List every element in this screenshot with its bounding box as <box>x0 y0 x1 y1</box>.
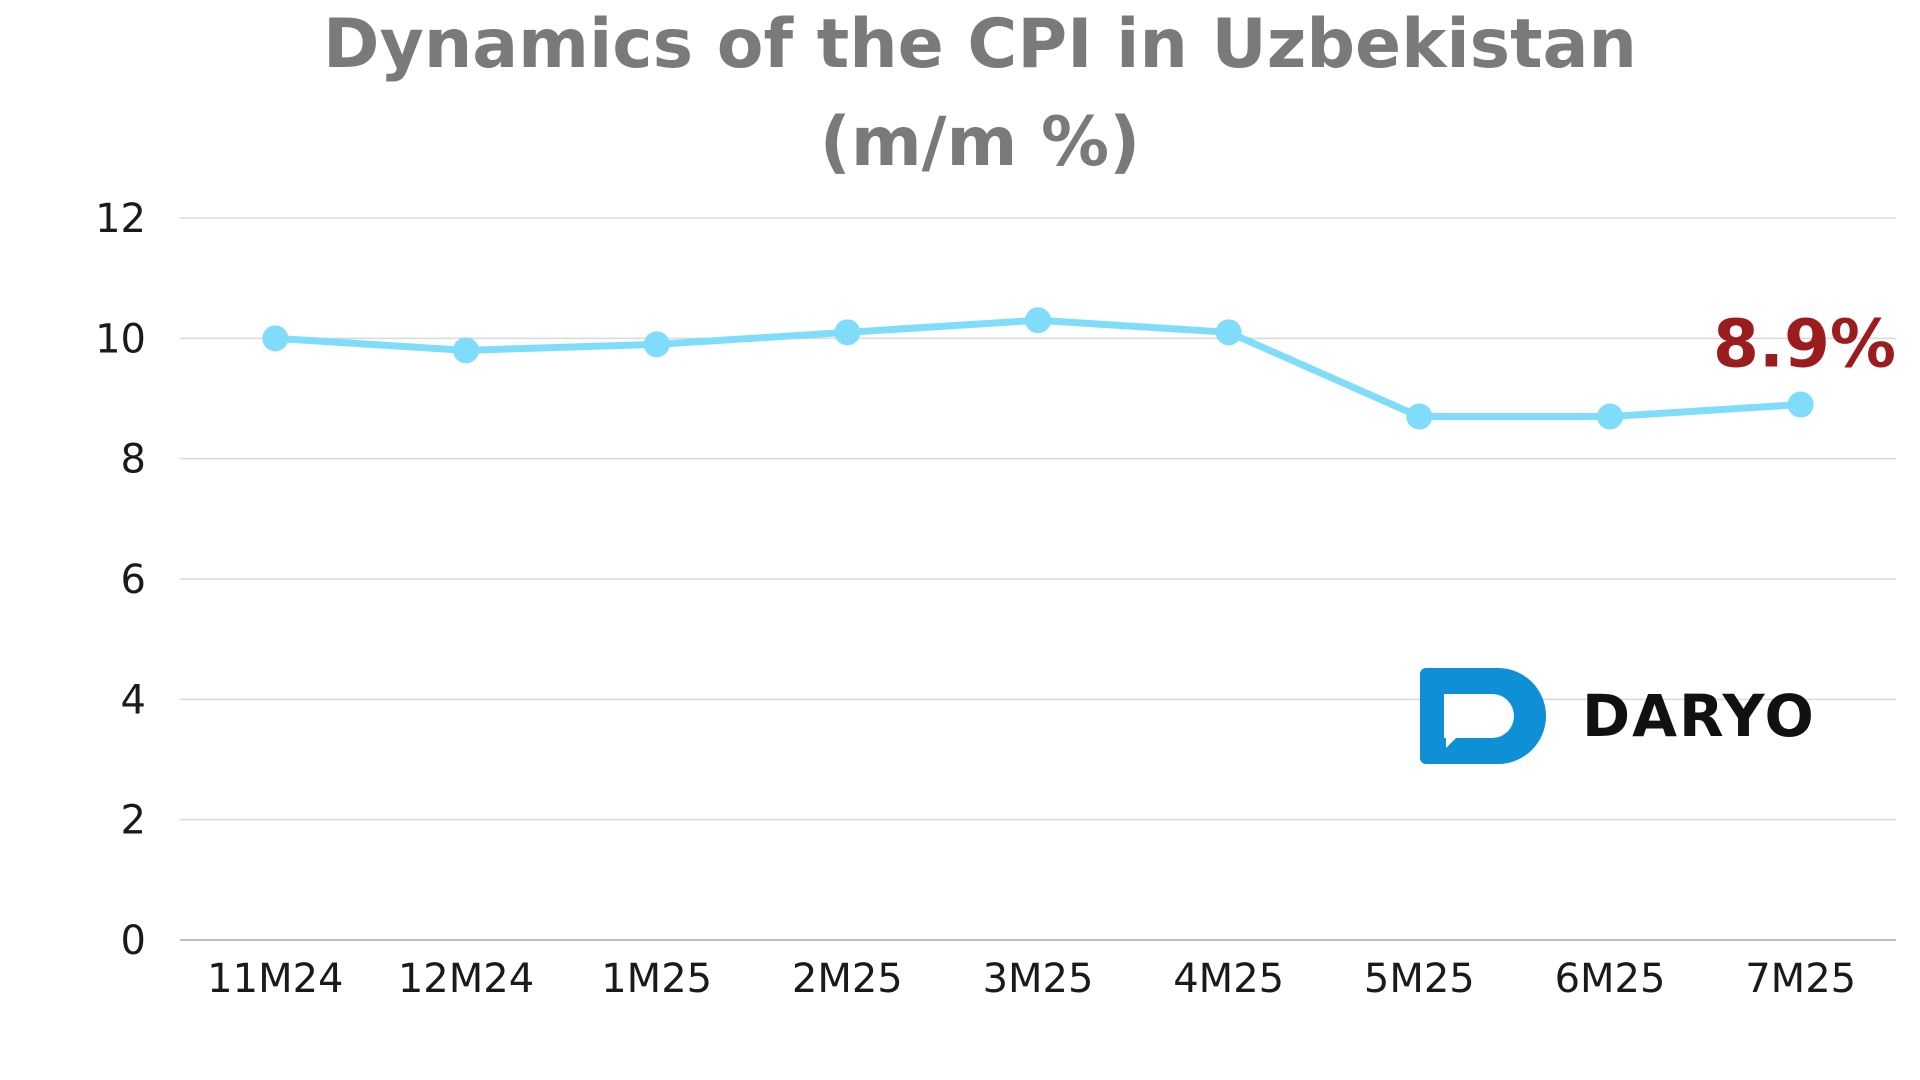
data-point <box>453 337 479 364</box>
x-tick-label: 7M25 <box>1745 956 1856 1002</box>
y-tick-label: 12 <box>95 196 146 242</box>
last-value-label: 8.9% <box>1713 306 1896 383</box>
chart-title-line-1: Dynamics of the CPI in Uzbekistan <box>323 5 1637 84</box>
y-tick-label: 2 <box>121 798 146 844</box>
y-tick-label: 6 <box>121 557 146 603</box>
chat-bubble-d-icon <box>1420 668 1546 764</box>
x-tick-label: 6M25 <box>1555 956 1666 1002</box>
chart-title-line-2: (m/m %) <box>819 103 1141 182</box>
data-point <box>1215 319 1242 346</box>
data-point <box>1406 403 1433 430</box>
chart-title: Dynamics of the CPI in Uzbekistan (m/m %… <box>0 0 1920 192</box>
data-point <box>1787 391 1814 418</box>
x-tick-label: 1M25 <box>601 956 712 1002</box>
y-tick-label: 8 <box>121 437 146 483</box>
brand-name: DARYO <box>1582 682 1816 750</box>
data-point <box>1597 403 1623 430</box>
x-tick-label: 3M25 <box>983 956 1094 1002</box>
y-tick-label: 4 <box>121 677 146 723</box>
x-tick-label: 4M25 <box>1173 956 1284 1002</box>
y-tick-label: 0 <box>121 918 146 964</box>
data-point <box>834 319 861 346</box>
y-tick-label: 10 <box>95 316 146 362</box>
x-tick-label: 5M25 <box>1364 956 1475 1002</box>
brand-logo <box>1420 668 1546 764</box>
data-point <box>1025 307 1051 334</box>
x-tick-label: 11M24 <box>207 956 343 1002</box>
data-point <box>643 331 670 358</box>
x-tick-label: 2M25 <box>792 956 903 1002</box>
data-point <box>262 325 289 352</box>
x-tick-label: 12M24 <box>398 956 534 1002</box>
series-line <box>271 316 1805 421</box>
